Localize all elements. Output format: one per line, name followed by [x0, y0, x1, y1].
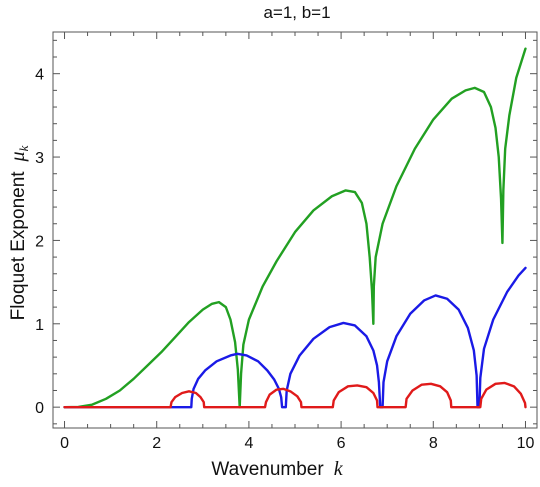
y-tick-label: 2 [35, 233, 44, 250]
chart-title: a=1, b=1 [263, 3, 330, 22]
x-tick-label: 8 [429, 435, 438, 452]
y-axis-subscript: k [16, 145, 31, 151]
x-tick-label: 4 [244, 435, 253, 452]
x-tick-label: 2 [152, 435, 161, 452]
red-series-line [63, 381, 527, 409]
green-series-line [63, 47, 527, 409]
x-axis-symbol: k [334, 458, 344, 480]
x-axis-label: Wavenumber k [211, 458, 343, 480]
y-tick-label: 3 [35, 150, 44, 167]
blue-series-line [63, 266, 527, 409]
tick-labels: 0 2 4 6 8 10 0 1 2 3 4 [35, 67, 534, 452]
y-tick-label: 0 [35, 400, 44, 417]
tick-marks [53, 32, 537, 428]
x-tick-label: 6 [337, 435, 346, 452]
x-tick-label: 10 [517, 435, 535, 452]
x-axis-label-text: Wavenumber [211, 459, 324, 480]
y-axis-symbol: μ [7, 151, 29, 162]
series-layer [63, 47, 527, 409]
x-tick-label: 0 [60, 435, 69, 452]
y-axis-label: Floquet Exponent μk [7, 145, 31, 320]
y-tick-label: 1 [35, 317, 44, 334]
y-tick-label: 4 [35, 67, 44, 84]
y-axis-label-text: Floquet Exponent [8, 171, 29, 321]
